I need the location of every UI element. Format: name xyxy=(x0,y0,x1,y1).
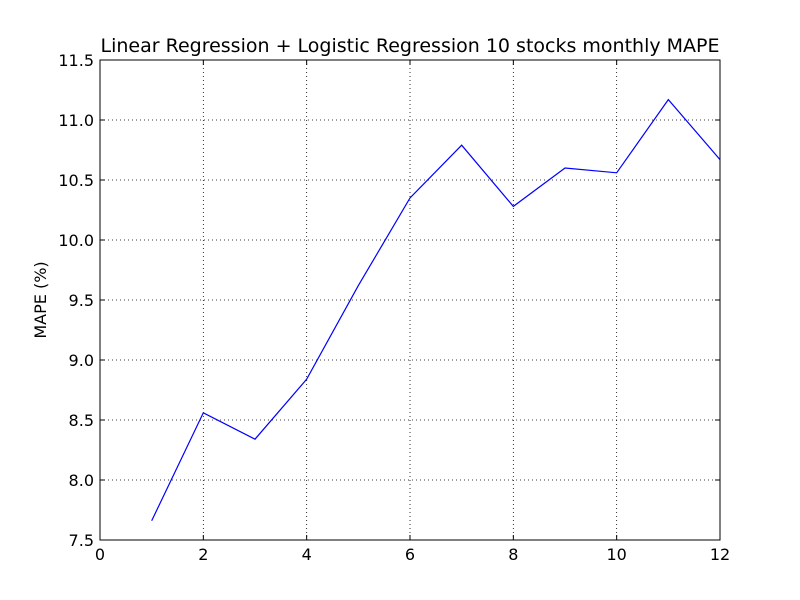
y-tick-label: 8.5 xyxy=(69,411,94,430)
y-tick-labels: 7.5 8.0 8.5 9.0 9.5 10.0 10.5 11.0 11.5 xyxy=(58,51,94,550)
x-tick-label: 8 xyxy=(508,545,518,564)
y-tick-label: 7.5 xyxy=(69,531,94,550)
x-tick-label: 0 xyxy=(95,545,105,564)
y-tick-label: 10.5 xyxy=(58,171,94,190)
y-tick-label: 10.0 xyxy=(58,231,94,250)
axis-ticks xyxy=(99,59,721,541)
y-tick-label: 11.0 xyxy=(58,111,94,130)
y-tick-label: 8.0 xyxy=(69,471,94,490)
x-tick-label: 6 xyxy=(405,545,415,564)
series-line xyxy=(151,98,721,522)
x-tick-label: 2 xyxy=(198,545,208,564)
chart-title: Linear Regression + Logistic Regression … xyxy=(101,35,720,57)
x-tick-label: 12 xyxy=(710,545,730,564)
x-tick-labels: 0 2 4 6 8 10 12 xyxy=(95,545,730,564)
series-group xyxy=(151,98,721,522)
y-axis-label: MAPE (%) xyxy=(31,261,50,338)
y-tick-label: 11.5 xyxy=(58,51,94,70)
x-tick-label: 4 xyxy=(302,545,312,564)
y-tick-label: 9.5 xyxy=(69,291,94,310)
x-tick-label: 10 xyxy=(606,545,626,564)
y-tick-label: 9.0 xyxy=(69,351,94,370)
